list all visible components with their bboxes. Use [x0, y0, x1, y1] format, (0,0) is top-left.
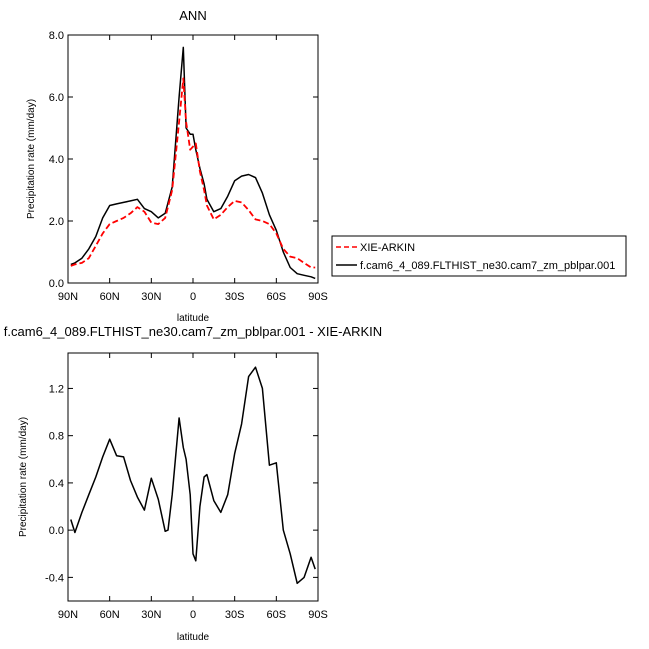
x-tick-label: 60S [267, 609, 287, 621]
y-tick-label: 0.4 [49, 478, 64, 490]
x-tick-label: 60S [267, 291, 287, 303]
diff-chart-title: f.cam6_4_089.FLTHIST_ne30.cam7_zm_pblpar… [4, 324, 382, 339]
chart-title: ANN [179, 8, 206, 23]
y-tick-label: 4.0 [49, 154, 64, 166]
x-tick-label: 60N [100, 291, 120, 303]
y-tick-label: 0.0 [49, 278, 64, 290]
bottom-plot-frame [67, 352, 319, 602]
x-tick-label: 30S [225, 291, 245, 303]
x-tick-label: 30S [225, 609, 245, 621]
top-y-axis: 0.0 2.0 4.0 6.0 8.0 [49, 30, 318, 290]
bottom-y-axis-label: Precipitation rate (mm/day) [18, 417, 29, 537]
top-series-lines [70, 46, 316, 280]
bottom-chart: f.cam6_4_089.FLTHIST_ne30.cam7_zm_pblpar… [4, 324, 382, 643]
top-plot-frame [67, 34, 319, 284]
y-tick-label: 0.8 [49, 431, 64, 443]
y-tick-label: 8.0 [49, 30, 64, 42]
series-line-1 [70, 46, 316, 280]
y-tick-label: 2.0 [49, 216, 64, 228]
x-tick-label: 90S [308, 291, 328, 303]
bottom-series-lines [70, 366, 316, 585]
y-tick-label: 1.2 [49, 383, 64, 395]
x-tick-label: 30N [141, 609, 161, 621]
series-line-1 [70, 366, 316, 585]
bottom-x-axis: 90N 60N 30N 0 30S 60S 90S [58, 353, 328, 621]
top-x-axis: 90N 60N 30N 0 30S 60S 90S [58, 35, 328, 303]
x-tick-label: 0 [190, 609, 196, 621]
bottom-y-axis: -0.4 0.0 0.4 0.8 1.2 [45, 383, 318, 584]
x-tick-label: 0 [190, 291, 196, 303]
legend-box [331, 235, 627, 277]
bottom-x-axis-label: latitude [177, 632, 210, 643]
y-tick-label: 0.0 [49, 525, 64, 537]
legend: XIE-ARKIN f.cam6_4_089.FLTHIST_ne30.cam7… [331, 235, 627, 277]
y-tick-label: 6.0 [49, 92, 64, 104]
top-x-axis-label: latitude [177, 313, 210, 324]
y-tick-label: -0.4 [45, 572, 64, 584]
legend-label-xie-arkin: XIE-ARKIN [360, 242, 415, 254]
top-chart: ANN 0.02.04.06.08.0 90N 60N 30N 0 30S 60S 90S … [26, 8, 328, 324]
x-tick-label: 30N [141, 291, 161, 303]
series-line-2 [70, 77, 316, 269]
top-y-axis-label: Precipitation rate (mm/day) [26, 99, 37, 219]
x-tick-label: 90N [58, 291, 78, 303]
legend-label-model: f.cam6_4_089.FLTHIST_ne30.cam7_zm_pblpar… [360, 260, 615, 272]
x-tick-label: 90N [58, 609, 78, 621]
x-tick-label: 90S [308, 609, 328, 621]
x-tick-label: 60N [100, 609, 120, 621]
